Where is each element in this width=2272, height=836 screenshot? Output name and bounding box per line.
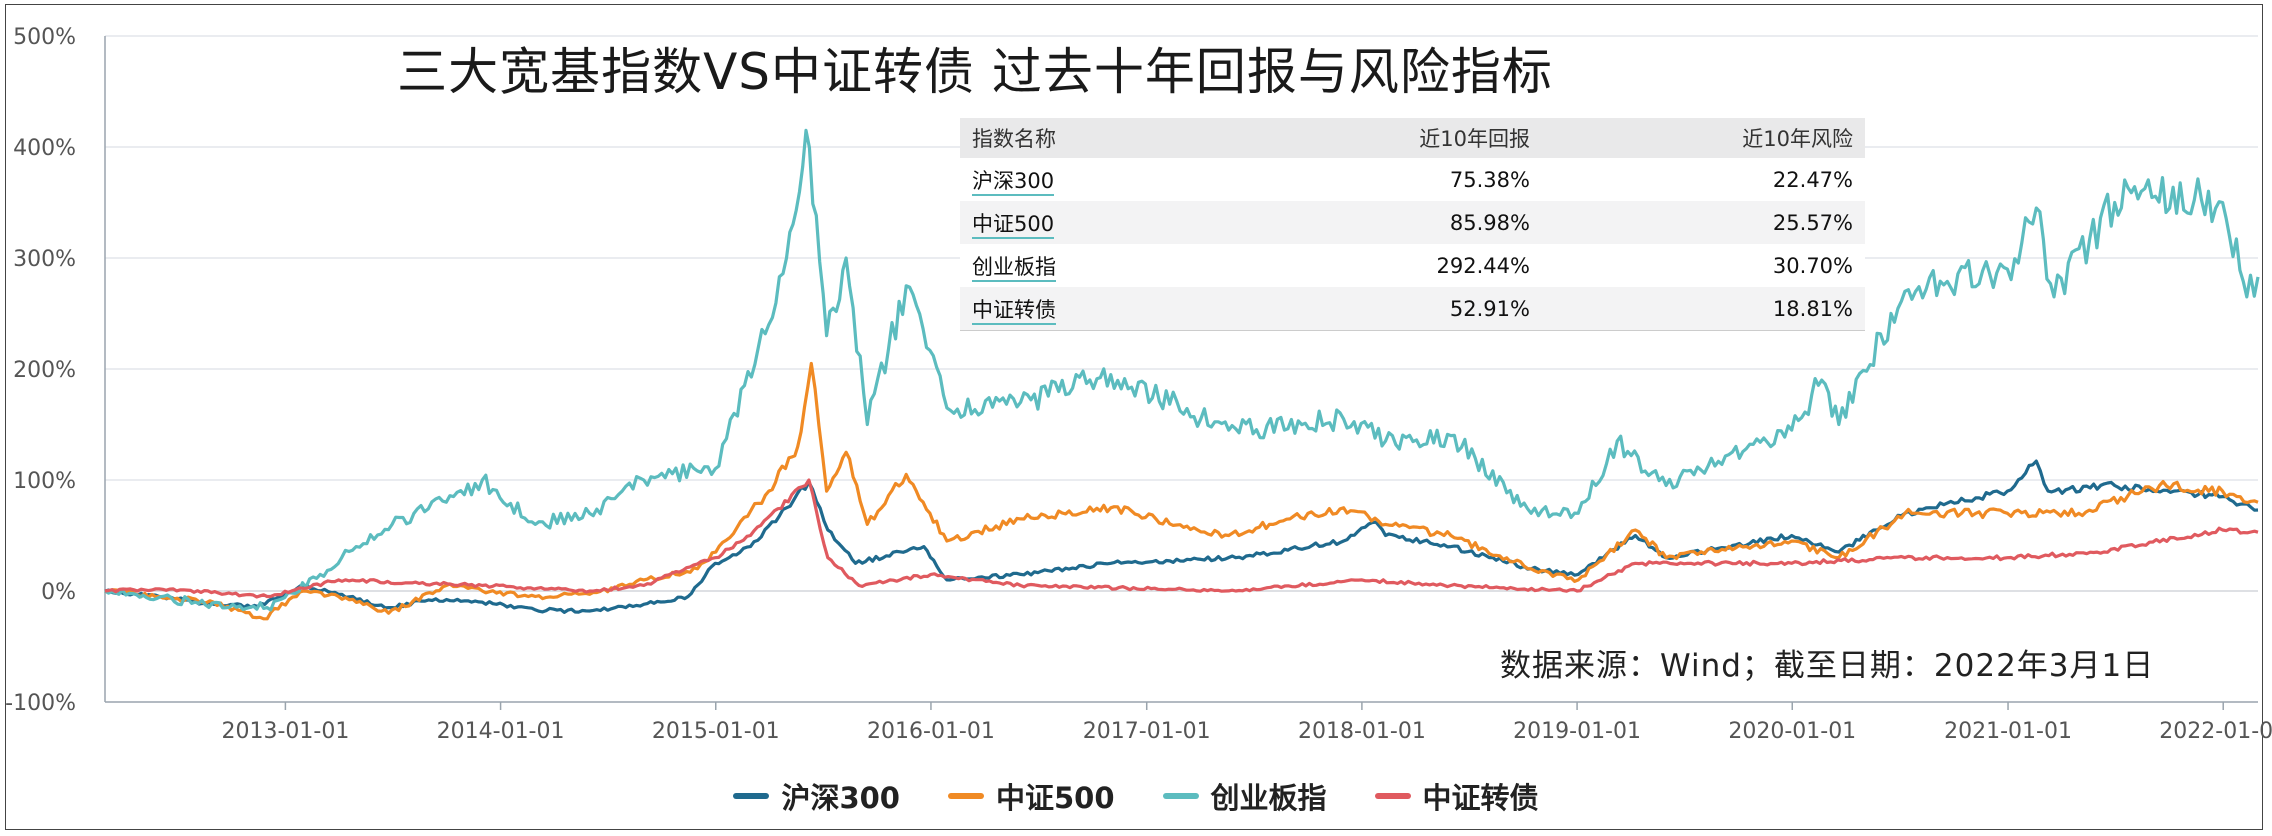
y-tick-label: 100% <box>13 469 76 494</box>
table-row: 中证500 85.98% 25.57% <box>960 201 1865 244</box>
table-cell: 30.70% <box>1772 253 1853 278</box>
series-line <box>104 128 2260 612</box>
y-tick-label: -100% <box>5 691 76 716</box>
y-tick-label: 300% <box>13 247 76 272</box>
table-cell: 75.38% <box>1449 167 1530 192</box>
source-note: 数据来源：Wind；截至日期：2022年3月1日 <box>1500 648 2155 684</box>
legend-swatch <box>947 793 984 799</box>
series-line <box>104 361 2259 621</box>
legend-label: 中证500 <box>995 781 1115 815</box>
table-cell: 中证500 <box>960 201 1219 244</box>
index-name: 中证500 <box>972 211 1055 239</box>
series-line <box>104 478 2259 599</box>
legend-item: 创业板指 <box>1162 775 1327 817</box>
legend-item: 中证转债 <box>1374 775 1539 817</box>
x-tick-label: 2018-01-01 <box>1298 719 1426 744</box>
legend-item: 中证500 <box>947 775 1115 817</box>
legend-label: 沪深300 <box>781 781 900 815</box>
x-tick-label: 2016-01-01 <box>867 719 995 744</box>
legend: 沪深300 中证500 创业板指 中证转债 <box>0 775 2272 817</box>
table-header: 指数名称 <box>960 118 1219 158</box>
table-cell: 沪深300 <box>960 158 1219 201</box>
table-header-row: 指数名称 近10年回报 近10年风险 <box>960 118 1865 158</box>
legend-label: 中证转债 <box>1422 781 1539 815</box>
table-cell: 创业板指 <box>960 244 1219 287</box>
legend-swatch <box>1162 793 1199 799</box>
table-cell: 25.57% <box>1541 201 1865 244</box>
table-cell: 292.44% <box>1436 253 1530 278</box>
chart-title: 三大宽基指数VS中证转债 过去十年回报与风险指标 <box>397 43 1553 101</box>
y-tick-label: 400% <box>13 136 76 161</box>
x-tick-label: 2021-01-01 <box>1944 719 2072 744</box>
axes: -100% 0% 100% 200% 300% 400% 500% 2013-01-01 201… <box>5 25 2272 744</box>
x-tick-label: 2020-01-01 <box>1728 719 1856 744</box>
legend-label: 创业板指 <box>1210 781 1327 815</box>
x-tick-label: 2015-01-01 <box>652 719 780 744</box>
table-row: 创业板指 292.44% 30.70% <box>960 244 1865 287</box>
x-tick-label: 2022-01-01 <box>2159 719 2272 744</box>
table-cell: 85.98% <box>1218 201 1542 244</box>
index-name: 沪深300 <box>972 168 1055 196</box>
table-cell: 18.81% <box>1541 287 1865 331</box>
table-header: 近10年风险 <box>1541 118 1865 158</box>
legend-swatch <box>1374 793 1411 799</box>
series-lines <box>104 128 2260 621</box>
legend-item: 沪深300 <box>733 775 900 817</box>
y-tick-label: 200% <box>13 358 76 383</box>
x-tick-label: 2019-01-01 <box>1513 719 1641 744</box>
table-cell: 中证转债 <box>960 287 1219 331</box>
table-row: 中证转债 52.91% 18.81% <box>960 287 1865 331</box>
stats-table: 指数名称 近10年回报 近10年风险 沪深300 75.38% 22.47% 中… <box>960 118 1865 331</box>
table-header: 近10年回报 <box>1218 118 1542 158</box>
gridlines <box>105 35 2258 592</box>
x-tick-label: 2014-01-01 <box>437 719 565 744</box>
table-row: 沪深300 75.38% 22.47% <box>960 158 1865 201</box>
index-name: 中证转债 <box>972 297 1056 325</box>
chart-frame <box>5 4 2263 830</box>
y-tick-label: 500% <box>13 25 76 50</box>
table-cell: 22.47% <box>1772 167 1853 192</box>
index-name: 创业板指 <box>972 254 1056 282</box>
legend-swatch <box>733 793 770 799</box>
x-tick-label: 2013-01-01 <box>221 719 349 744</box>
table-cell: 52.91% <box>1218 287 1542 331</box>
x-tick-label: 2017-01-01 <box>1083 719 1211 744</box>
y-tick-label: 0% <box>41 580 76 605</box>
